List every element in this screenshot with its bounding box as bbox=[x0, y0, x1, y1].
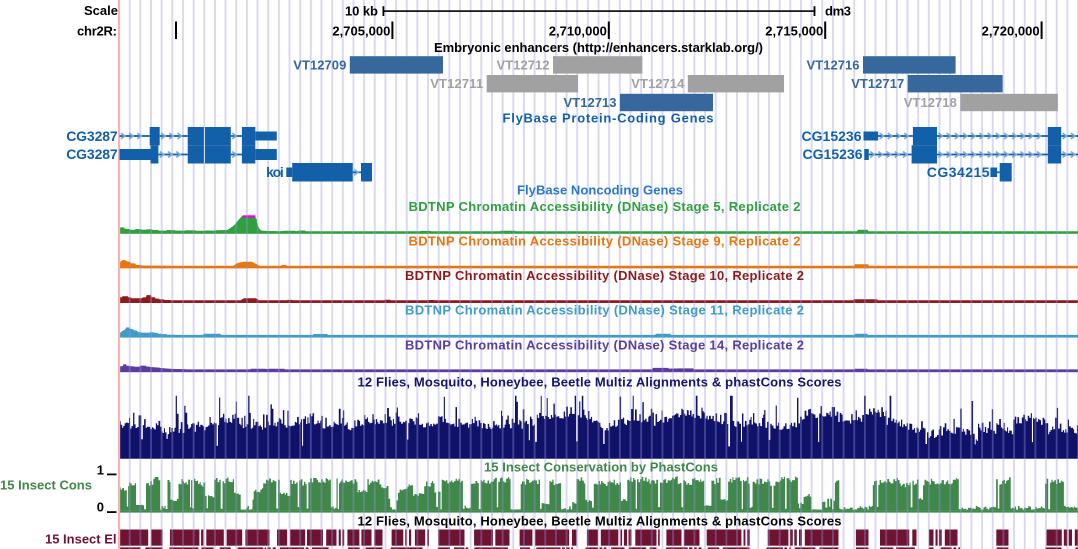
svg-text:VT12714: VT12714 bbox=[631, 76, 685, 91]
svg-text:Scale: Scale bbox=[84, 3, 118, 18]
svg-text:VT12712: VT12712 bbox=[497, 57, 550, 72]
svg-text:CG15236: CG15236 bbox=[803, 146, 863, 162]
svg-text:15 Insect Conservation by Phas: 15 Insect Conservation by PhastCons bbox=[484, 460, 718, 475]
svg-text:VT12717: VT12717 bbox=[851, 76, 904, 91]
svg-text:chr2R:: chr2R: bbox=[77, 24, 117, 39]
svg-text:2,710,000: 2,710,000 bbox=[549, 24, 607, 39]
svg-text:2,715,000: 2,715,000 bbox=[765, 24, 823, 39]
svg-text:FlyBase Protein-Coding Genes: FlyBase Protein-Coding Genes bbox=[503, 111, 714, 126]
svg-text:15 Insect Cons: 15 Insect Cons bbox=[0, 478, 92, 493]
svg-text:2,705,000: 2,705,000 bbox=[332, 24, 390, 39]
svg-text:0: 0 bbox=[97, 500, 104, 515]
svg-text:12 Flies, Mosquito, Honeybee,: 12 Flies, Mosquito, Honeybee, Beetle Mul… bbox=[358, 514, 842, 529]
svg-text:dm3: dm3 bbox=[825, 4, 851, 19]
svg-text:VT12718: VT12718 bbox=[904, 95, 957, 110]
svg-text:Embryonic enhancers (http://en: Embryonic enhancers (http://enhancers.st… bbox=[434, 40, 763, 55]
svg-text:CG15236: CG15236 bbox=[802, 128, 862, 144]
svg-text:15 Insect El: 15 Insect El bbox=[45, 532, 117, 547]
svg-text:FlyBase Noncoding Genes: FlyBase Noncoding Genes bbox=[517, 182, 683, 197]
svg-text:12 Flies, Mosquito, Honeybee,: 12 Flies, Mosquito, Honeybee, Beetle Mul… bbox=[358, 374, 842, 389]
svg-text:BDTNP Chromatin Accessibility: BDTNP Chromatin Accessibility (DNase) St… bbox=[405, 268, 804, 283]
svg-text:VT12711: VT12711 bbox=[430, 76, 483, 91]
svg-text:VT12709: VT12709 bbox=[293, 57, 346, 72]
svg-text:VT12716: VT12716 bbox=[807, 57, 860, 72]
svg-text:CG34215: CG34215 bbox=[927, 164, 990, 180]
svg-text:2,720,000: 2,720,000 bbox=[982, 24, 1040, 39]
svg-text:BDTNP Chromatin Accessibility: BDTNP Chromatin Accessibility (DNase) St… bbox=[405, 337, 804, 352]
svg-text:1: 1 bbox=[97, 463, 104, 478]
svg-text:10 kb: 10 kb bbox=[345, 4, 378, 19]
svg-text:CG3287: CG3287 bbox=[66, 128, 118, 144]
svg-text:BDTNP Chromatin Accessibility: BDTNP Chromatin Accessibility (DNase) St… bbox=[405, 303, 804, 318]
svg-text:VT12713: VT12713 bbox=[564, 95, 617, 110]
svg-text:koi: koi bbox=[266, 164, 284, 180]
svg-text:BDTNP Chromatin Accessibility: BDTNP Chromatin Accessibility (DNase) St… bbox=[409, 199, 801, 214]
svg-text:CG3287: CG3287 bbox=[66, 146, 118, 162]
svg-text:BDTNP Chromatin Accessibility: BDTNP Chromatin Accessibility (DNase) St… bbox=[409, 234, 801, 249]
